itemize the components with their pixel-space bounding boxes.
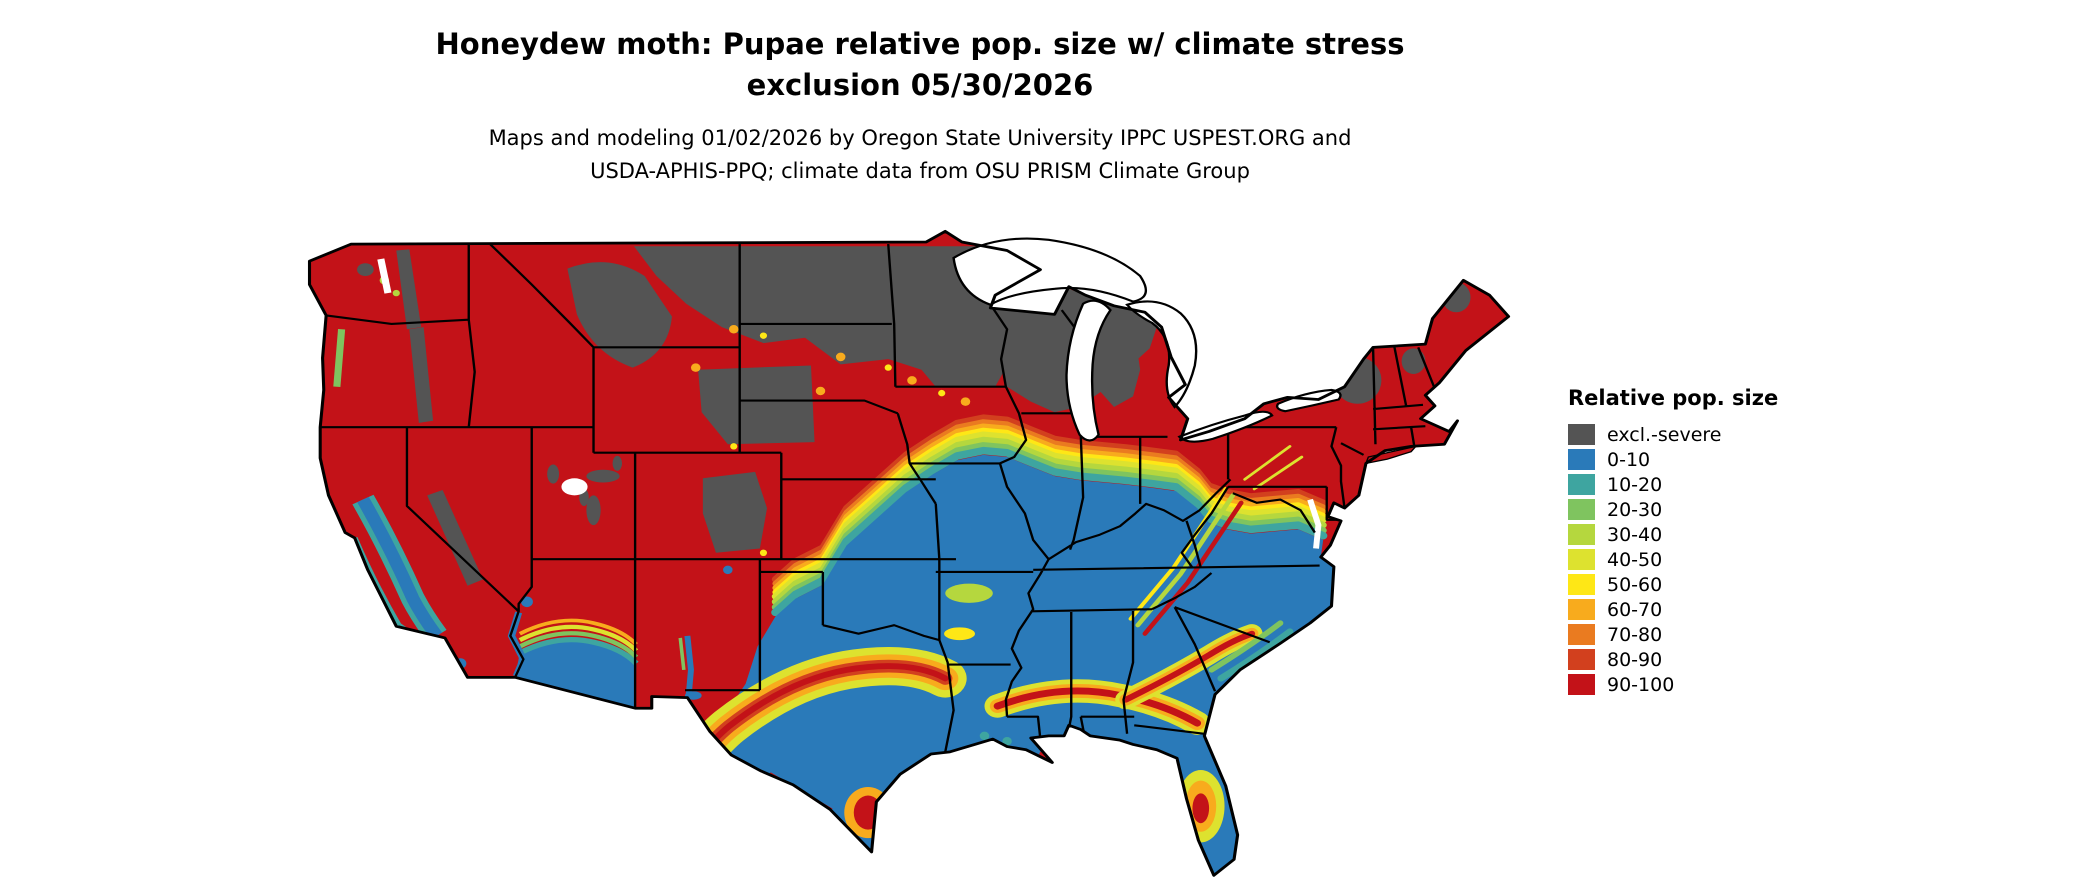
arizona-low-desert	[515, 639, 637, 709]
lake-superior	[952, 237, 1148, 306]
legend-item: 30-40	[1568, 522, 1778, 547]
legend-swatch	[1568, 574, 1595, 595]
san-luis-dot	[723, 565, 733, 575]
legend-label: 40-50	[1607, 548, 1663, 571]
map-legend: Relative pop. size excl.-severe 0-10 10-…	[1568, 386, 1778, 697]
map-subtitle-line2: USDA-APHIS-PPQ; climate data from OSU PR…	[590, 158, 1250, 183]
legend-label: 50-60	[1607, 573, 1663, 596]
legend-swatch	[1568, 549, 1595, 570]
legend-label: 10-20	[1607, 473, 1663, 496]
legend-label: 70-80	[1607, 623, 1663, 646]
legend-label: 90-100	[1607, 673, 1675, 696]
arizona-fringe-10-20	[518, 636, 639, 666]
ouachita-50-60	[944, 627, 975, 641]
legend-item: excl.-severe	[1568, 422, 1778, 447]
legend-item: 0-10	[1568, 447, 1778, 472]
delta-teal-dot-2	[979, 731, 990, 741]
legend-item: 20-30	[1568, 497, 1778, 522]
ozark-30-40	[945, 583, 993, 603]
legend-swatch	[1568, 524, 1595, 545]
legend-swatch	[1568, 449, 1595, 470]
legend-swatch	[1568, 674, 1595, 695]
texas-hot-band	[676, 646, 967, 778]
legend-swatch	[1568, 624, 1595, 645]
piedmont-band-90-100	[1122, 630, 1256, 703]
legend-item: 60-70	[1568, 597, 1778, 622]
appalachian-90-100	[1142, 500, 1244, 636]
legend-item: 50-60	[1568, 572, 1778, 597]
puget-sound	[377, 258, 392, 294]
us-map-svg	[307, 229, 1511, 877]
legend-title: Relative pop. size	[1568, 386, 1779, 410]
legend-swatch	[1568, 499, 1595, 520]
map-header: Honeydew moth: Pupae relative pop. size …	[0, 24, 1840, 187]
legend-label: 20-30	[1607, 498, 1663, 521]
map-subtitle-line1: Maps and modeling 01/02/2026 by Oregon S…	[488, 126, 1352, 151]
chesapeake-bay	[1307, 498, 1322, 549]
map-data-layer	[309, 231, 1509, 876]
florida-90-100	[1192, 793, 1210, 824]
delta-teal-dot-1	[1002, 736, 1012, 746]
puget-fleck-2	[392, 289, 400, 297]
great-lakes	[952, 237, 1342, 443]
great-salt-lake	[561, 478, 588, 496]
map-title-line1: Honeydew moth: Pupae relative pop. size …	[435, 27, 1405, 61]
texas-band-90-100	[694, 663, 949, 762]
piedmont-band	[1115, 620, 1294, 710]
legend-item: 90-100	[1568, 672, 1778, 697]
legend-item: 10-20	[1568, 472, 1778, 497]
legend-label: 80-90	[1607, 648, 1663, 671]
rio-grande-valley-20-30	[678, 637, 686, 671]
legend-label: 30-40	[1607, 523, 1663, 546]
pennsylvania-ridge-2	[1252, 455, 1304, 491]
lake-michigan	[1065, 299, 1112, 442]
arizona-fringe-60-70	[518, 618, 638, 646]
plains-flecks-60-70	[690, 325, 971, 406]
vegas-dot	[521, 596, 533, 608]
legend-swatch	[1568, 599, 1595, 620]
pennsylvania-ridge-1	[1243, 445, 1292, 481]
map-subtitle: Maps and modeling 01/02/2026 by Oregon S…	[0, 122, 1840, 187]
legend-label: 0-10	[1607, 448, 1651, 471]
arizona-fringe-40-50	[518, 624, 639, 653]
carolina-coast-20-30	[1208, 620, 1284, 673]
plains-flecks-50-60	[730, 332, 946, 556]
legend-item: 40-50	[1568, 547, 1778, 572]
central-valley-0-10	[357, 496, 443, 640]
florida-hot-spot	[1177, 769, 1225, 843]
map-title-line2: exclusion 05/30/2026	[746, 68, 1094, 103]
us-map	[300, 226, 1524, 886]
excluded-severe-regions	[357, 246, 1471, 586]
willamette-20-30	[333, 329, 346, 387]
legend-swatch	[1568, 474, 1595, 495]
legend-item: 70-80	[1568, 622, 1778, 647]
legend-label: excl.-severe	[1607, 423, 1722, 446]
state-borders	[320, 243, 1436, 753]
ozark-patches	[944, 583, 993, 641]
legend-label: 60-70	[1607, 598, 1663, 621]
inland-water	[561, 478, 588, 496]
legend-swatch	[1568, 649, 1595, 670]
lake-huron	[1125, 300, 1198, 409]
arizona-fringe-20-30	[518, 631, 639, 659]
legend-swatch	[1568, 424, 1595, 445]
legend-item: 80-90	[1568, 647, 1778, 672]
rio-grande-valley-0-10	[684, 635, 694, 697]
carolina-coast-10-20	[1217, 628, 1294, 682]
